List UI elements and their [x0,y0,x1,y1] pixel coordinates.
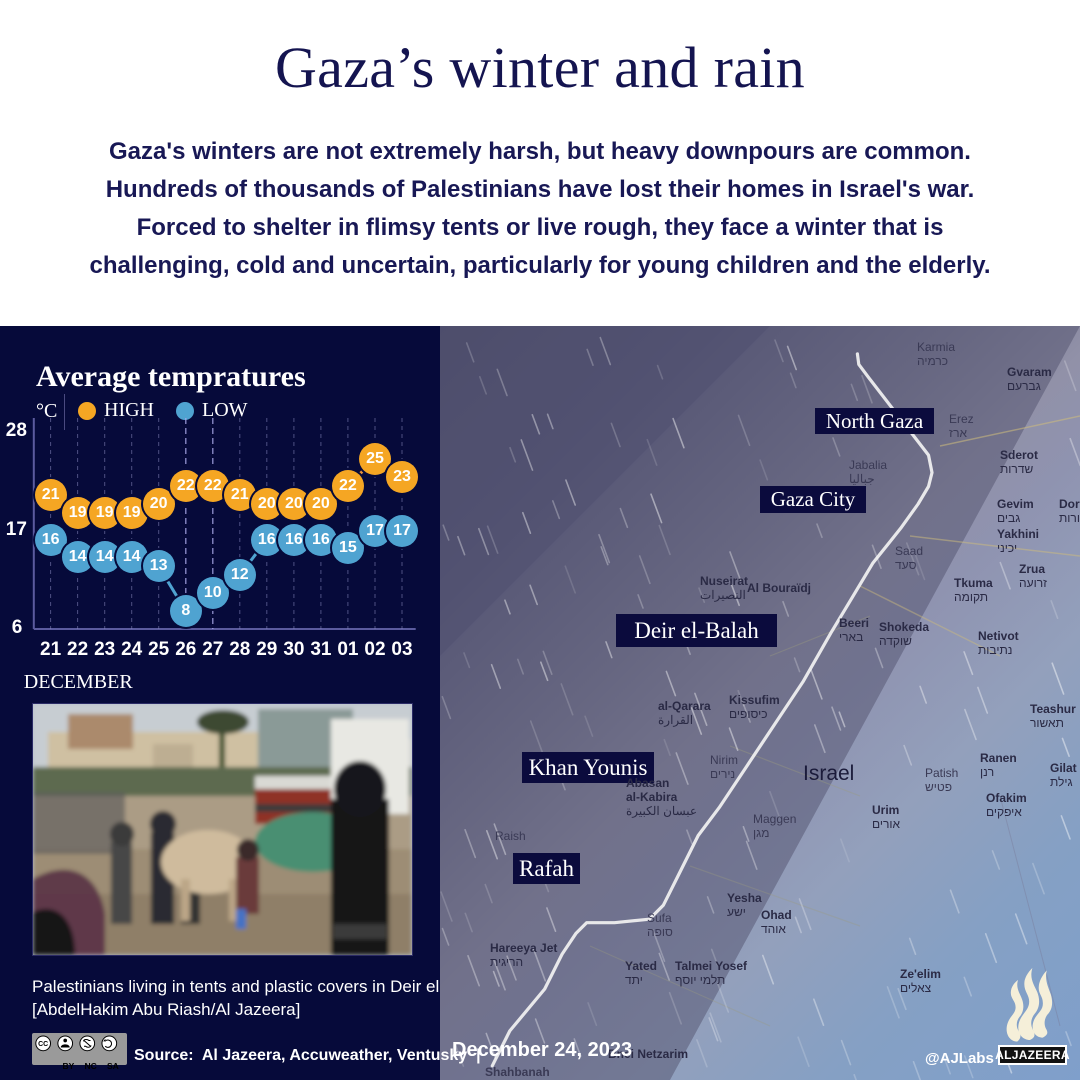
svg-text:CC: CC [38,1041,48,1048]
